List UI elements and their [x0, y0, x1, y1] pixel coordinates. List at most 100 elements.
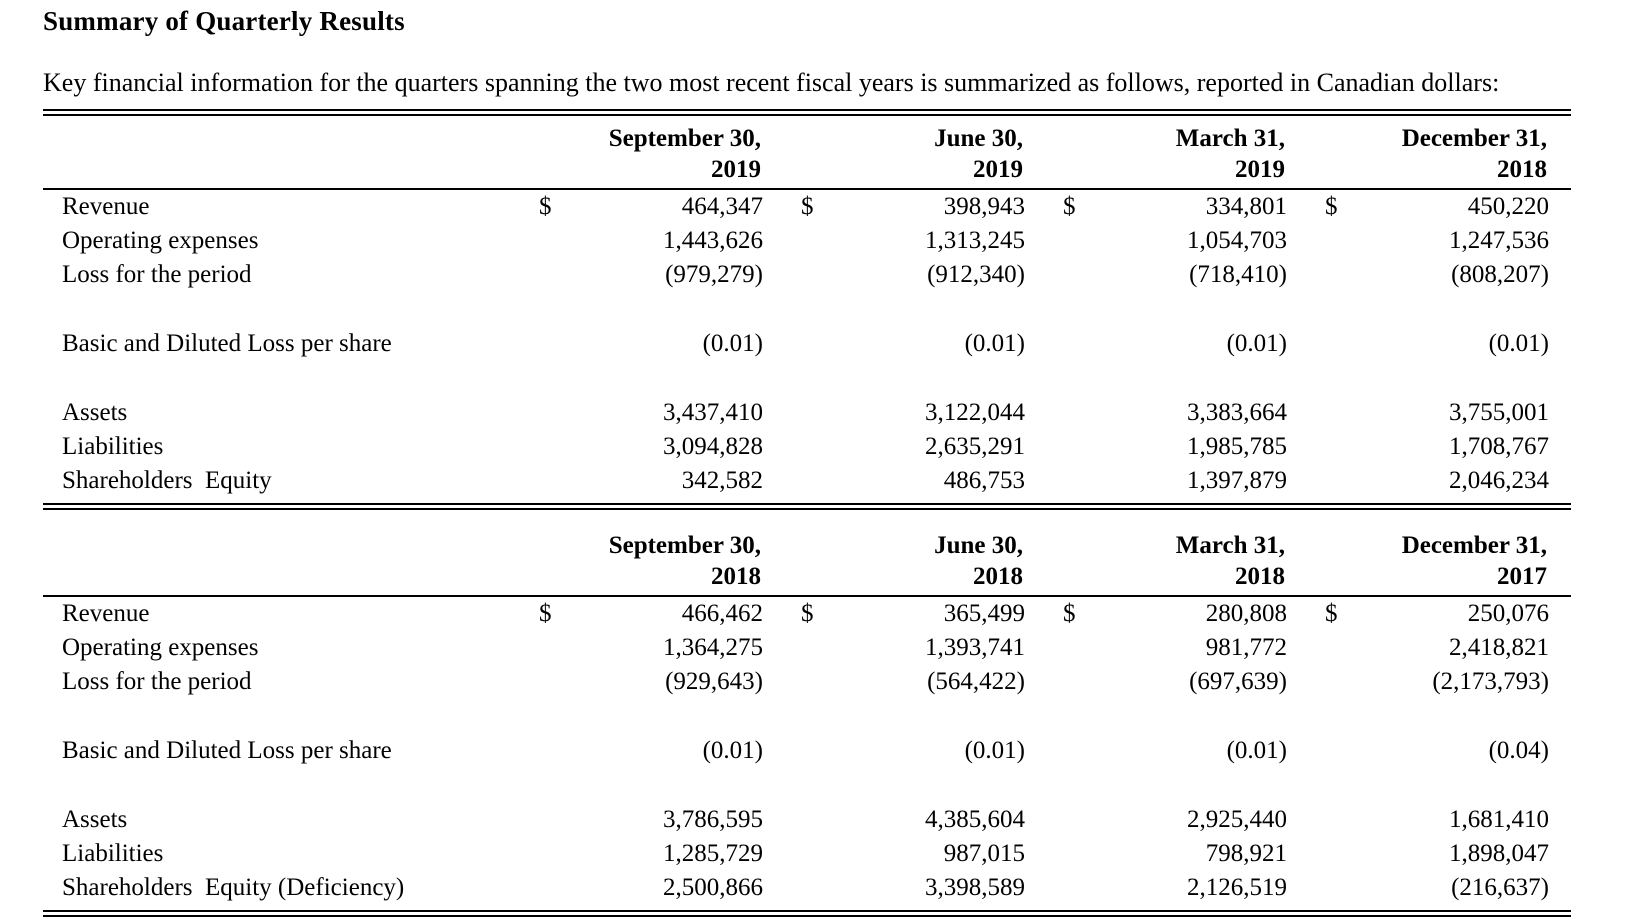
- column-header-q1: September 30, 2018: [561, 510, 785, 597]
- cell-value: 450,220: [1467, 193, 1549, 220]
- cell-value: (912,340): [927, 261, 1025, 288]
- cell-value: (0.01): [1226, 330, 1287, 357]
- cell-value: 1,681,410: [1449, 806, 1549, 833]
- spacer-row: [43, 699, 1571, 734]
- cell-value: (697,639): [1189, 668, 1287, 695]
- cell-value: 2,126,519: [1187, 874, 1287, 901]
- row-label: Operating expenses: [62, 634, 259, 661]
- cell-value: (0.01): [1488, 330, 1549, 357]
- cell-value: (564,422): [927, 668, 1025, 695]
- table-row-loss-per-share: Basic and Diluted Loss per share (0.01) …: [43, 327, 1571, 361]
- cell-value: 1,708,767: [1449, 433, 1549, 460]
- cell-value: 3,755,001: [1449, 399, 1549, 426]
- cell-value: 2,418,821: [1449, 634, 1549, 661]
- cell-value: (0.01): [964, 330, 1025, 357]
- cell-value: 365,499: [943, 600, 1025, 627]
- column-header-q2: June 30, 2018: [823, 510, 1047, 597]
- cell-value: 342,582: [681, 467, 763, 494]
- cell-value: (0.01): [1226, 737, 1287, 764]
- cell-value: (0.01): [702, 330, 763, 357]
- cell-value: 1,393,741: [925, 634, 1025, 661]
- table-header-row: September 30, 2018 June 30, 2018 March 31,…: [43, 510, 1571, 597]
- cell-value: 1,285,729: [663, 840, 763, 867]
- cell-value: 4,385,604: [925, 806, 1025, 833]
- row-label: Liabilities: [62, 433, 164, 460]
- cell-value: 987,015: [943, 840, 1025, 867]
- table-row-liabilities: Liabilities 3,094,828 2,635,291 1,985,78…: [43, 430, 1571, 464]
- column-header-q3: March 31, 2019: [1085, 112, 1309, 190]
- dollar-sign: $: [1063, 600, 1076, 627]
- table-row-operating-expenses: Operating expenses 1,364,275 1,393,741 9…: [43, 631, 1571, 665]
- cell-value: 1,397,879: [1187, 467, 1287, 494]
- header-empty-cell: [1309, 112, 1347, 190]
- table-row-assets: Assets 3,437,410 3,122,044 3,383,664 3,7…: [43, 396, 1571, 430]
- header-empty-cell: [785, 510, 823, 597]
- table-row-shareholders-equity-deficiency: Shareholders Equity (Deficiency) 2,500,8…: [43, 871, 1571, 914]
- cell-value: 1,443,626: [663, 227, 763, 254]
- cell-value: (0.01): [964, 737, 1025, 764]
- cell-value: (929,643): [665, 668, 763, 695]
- quarterly-results-table-fy2018: September 30, 2018 June 30, 2018 March 31,…: [43, 510, 1571, 917]
- cell-value: 486,753: [943, 467, 1025, 494]
- table-row-loss-for-period: Loss for the period (929,643) (564,422) …: [43, 665, 1571, 699]
- dollar-sign: $: [801, 600, 814, 627]
- table-row-liabilities: Liabilities 1,285,729 987,015 798,921 1,…: [43, 837, 1571, 871]
- cell-value: 2,925,440: [1187, 806, 1287, 833]
- row-label: Basic and Diluted Loss per share: [62, 737, 392, 764]
- cell-value: 2,046,234: [1449, 467, 1549, 494]
- cell-value: (0.04): [1488, 737, 1549, 764]
- table-row-revenue: Revenue $ 464,347 $ 398,943 $ 334,801 $ …: [43, 189, 1571, 224]
- column-header-q4: December 31, 2017: [1347, 510, 1571, 597]
- cell-value: 3,122,044: [925, 399, 1025, 426]
- table-row-loss-for-period: Loss for the period (979,279) (912,340) …: [43, 258, 1571, 292]
- quarterly-results-table-fy2019: September 30, 2019 June 30, 2019 March 31,…: [43, 109, 1571, 510]
- cell-value: 1,364,275: [663, 634, 763, 661]
- header-empty-cell: [785, 112, 823, 190]
- row-label: Shareholders Equity (Deficiency): [62, 874, 405, 901]
- cell-value: 1,054,703: [1187, 227, 1287, 254]
- table-row-shareholders-equity: Shareholders Equity 342,582 486,753 1,39…: [43, 464, 1571, 507]
- cell-value: (0.01): [702, 737, 763, 764]
- cell-value: 3,383,664: [1187, 399, 1287, 426]
- dollar-sign: $: [1325, 600, 1338, 627]
- header-empty-cell: [43, 510, 523, 597]
- spacer-row: [43, 768, 1571, 803]
- spacer-row: [43, 361, 1571, 396]
- header-empty-cell: [1047, 112, 1085, 190]
- dollar-sign: $: [1063, 193, 1076, 220]
- row-label: Loss for the period: [62, 668, 252, 695]
- cell-value: 798,921: [1205, 840, 1287, 867]
- row-label: Liabilities: [62, 840, 164, 867]
- intro-paragraph: Key financial information for the quarte…: [43, 68, 1500, 97]
- cell-value: (979,279): [665, 261, 763, 288]
- table-row-assets: Assets 3,786,595 4,385,604 2,925,440 1,6…: [43, 803, 1571, 837]
- cell-value: 464,347: [681, 193, 763, 220]
- cell-value: 1,985,785: [1187, 433, 1287, 460]
- column-header-q3: March 31, 2018: [1085, 510, 1309, 597]
- cell-value: (2,173,793): [1432, 668, 1549, 695]
- header-empty-cell: [523, 510, 561, 597]
- row-label: Loss for the period: [62, 261, 252, 288]
- header-empty-cell: [1309, 510, 1347, 597]
- cell-value: 3,786,595: [663, 806, 763, 833]
- table-row-operating-expenses: Operating expenses 1,443,626 1,313,245 1…: [43, 224, 1571, 258]
- column-header-q2: June 30, 2019: [823, 112, 1047, 190]
- row-label: Shareholders Equity: [62, 467, 272, 494]
- dollar-sign: $: [539, 600, 552, 627]
- row-label: Operating expenses: [62, 227, 259, 254]
- row-label: Assets: [62, 806, 128, 833]
- table-row-revenue: Revenue $ 466,462 $ 365,499 $ 280,808 $ …: [43, 596, 1571, 631]
- cell-value: 250,076: [1467, 600, 1549, 627]
- cell-value: 398,943: [943, 193, 1025, 220]
- row-label: Revenue: [62, 600, 150, 627]
- header-empty-cell: [1047, 510, 1085, 597]
- table-row-loss-per-share: Basic and Diluted Loss per share (0.01) …: [43, 734, 1571, 768]
- row-label: Revenue: [62, 193, 150, 220]
- cell-value: (808,207): [1451, 261, 1549, 288]
- cell-value: 334,801: [1205, 193, 1287, 220]
- cell-value: 2,635,291: [925, 433, 1025, 460]
- cell-value: 3,094,828: [663, 433, 763, 460]
- cell-value: 981,772: [1205, 634, 1287, 661]
- cell-value: (718,410): [1189, 261, 1287, 288]
- column-header-q4: December 31, 2018: [1347, 112, 1571, 190]
